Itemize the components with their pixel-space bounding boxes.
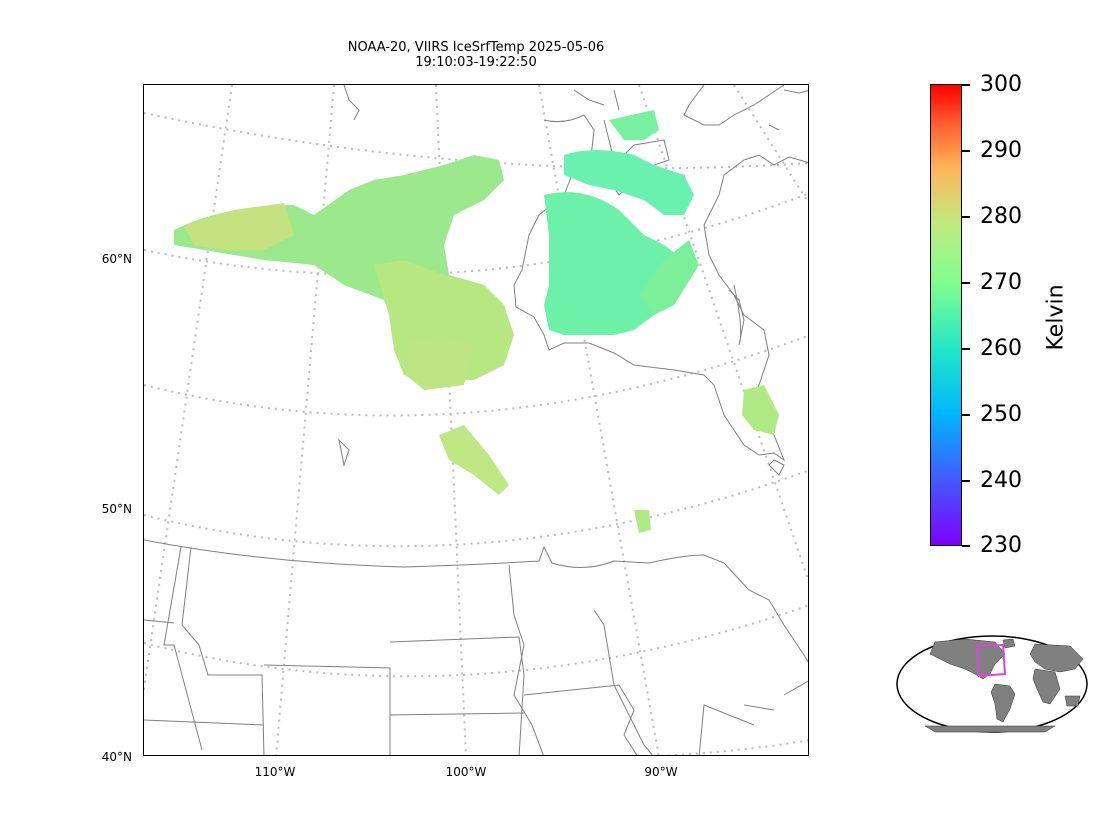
lat-label-50: 50°N bbox=[101, 502, 132, 516]
map-title: NOAA-20, VIIRS IceSrfTemp 2025-05-06 19:… bbox=[143, 40, 809, 70]
hudson-bay-coast bbox=[513, 114, 808, 462]
colorbar-label-240: 240 bbox=[980, 468, 1022, 493]
lon-line-115 bbox=[144, 85, 233, 696]
state-borders-nw bbox=[144, 619, 265, 726]
globe-land bbox=[924, 638, 1084, 733]
africa-land bbox=[1032, 668, 1061, 705]
eurasia-land bbox=[1029, 643, 1084, 673]
lat-line-40 bbox=[660, 739, 808, 755]
colorbar-label-230: 230 bbox=[980, 533, 1022, 558]
borders bbox=[144, 539, 808, 755]
colorbar-label-280: 280 bbox=[980, 204, 1022, 229]
colorbar-tick bbox=[962, 84, 970, 86]
swath-nw-warm bbox=[184, 203, 294, 250]
map-canvas bbox=[144, 85, 808, 755]
colorbar-label-250: 250 bbox=[980, 402, 1022, 427]
colorbar-label-290: 290 bbox=[980, 138, 1022, 163]
lat-line-45 bbox=[144, 604, 808, 678]
lon-label-100: 100°W bbox=[445, 765, 487, 779]
map-panel bbox=[143, 84, 809, 756]
ice-temperature-swath bbox=[174, 110, 779, 533]
swath-east-bay bbox=[639, 240, 699, 315]
lat-line-55 bbox=[144, 334, 808, 417]
small-island bbox=[768, 459, 785, 476]
swath-south-blob bbox=[439, 425, 509, 495]
swath-southeast-blob bbox=[634, 510, 651, 533]
colorbar-label-270: 270 bbox=[980, 270, 1022, 295]
colorbar-tick bbox=[962, 150, 970, 152]
antarctica-land bbox=[924, 725, 1056, 733]
lat-label-60: 60°N bbox=[101, 252, 132, 266]
swath-james-bay bbox=[742, 385, 779, 435]
south-america-land bbox=[990, 683, 1016, 723]
swath-foxe bbox=[609, 110, 659, 140]
colorbar-tick bbox=[962, 216, 970, 218]
colorbar-tick bbox=[962, 282, 970, 284]
colorbar-tick bbox=[962, 414, 970, 416]
greenland-land bbox=[1002, 638, 1016, 649]
globe-inset bbox=[895, 634, 1089, 738]
lon-label-90: 90°W bbox=[644, 765, 678, 779]
australia-land bbox=[1064, 695, 1081, 707]
swath-north-bay bbox=[564, 150, 694, 215]
colorbar-label-260: 260 bbox=[980, 336, 1022, 361]
colorbar-title: Kelvin bbox=[1043, 284, 1069, 351]
baffin-coast bbox=[768, 89, 808, 131]
lon-label-110: 110°W bbox=[254, 765, 296, 779]
lon-line-80 bbox=[733, 85, 808, 204]
colorbar-tick bbox=[962, 545, 970, 547]
state-borders-west bbox=[163, 546, 265, 755]
lon-line-110 bbox=[275, 85, 335, 755]
state-border-ne bbox=[783, 680, 808, 696]
colorbar-tick bbox=[962, 480, 970, 482]
arctic-coast bbox=[343, 85, 785, 126]
us-canada-border bbox=[144, 539, 808, 663]
state-borders-central bbox=[263, 636, 525, 755]
north-america-land bbox=[929, 638, 1006, 680]
lat-line-50 bbox=[144, 469, 808, 548]
swath-core bbox=[406, 335, 474, 390]
colorbar-tick bbox=[962, 348, 970, 350]
state-borders-midwest bbox=[508, 564, 638, 755]
colorbar-label-300: 300 bbox=[980, 72, 1022, 97]
inset-region-box bbox=[975, 643, 1007, 678]
state-borders-east bbox=[593, 609, 775, 755]
colorbar bbox=[930, 84, 962, 546]
globe-inset-canvas bbox=[896, 635, 1088, 733]
title-line-2: 19:10:03-19:22:50 bbox=[415, 55, 537, 70]
lake-mark bbox=[338, 438, 350, 467]
title-line-1: NOAA-20, VIIRS IceSrfTemp 2025-05-06 bbox=[347, 40, 605, 55]
james-bay-islands bbox=[728, 284, 745, 346]
lat-label-40: 40°N bbox=[101, 750, 132, 764]
